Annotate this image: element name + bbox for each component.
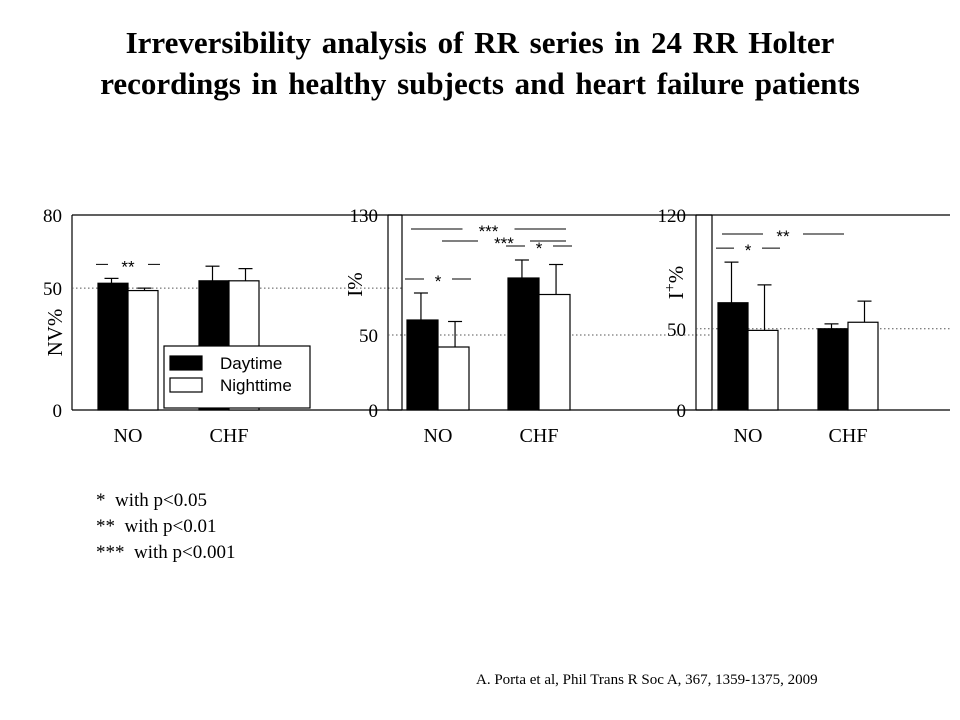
y-axis-label: I+%	[662, 266, 688, 300]
y-tick-label: 50	[667, 320, 686, 341]
bar-no-daytime	[717, 302, 749, 411]
x-tick-label: CHF	[829, 425, 868, 447]
bar-no-nighttime	[127, 289, 159, 411]
title-line-1: Irreversibility analysis of RR series in…	[125, 25, 835, 60]
y-tick-label: 50	[359, 326, 378, 347]
note-p0001: *** with p<0.001	[96, 542, 236, 563]
legend: Daytime Nighttime	[163, 345, 311, 409]
bar-no-daytime	[406, 319, 439, 411]
significance-label: *	[745, 241, 752, 260]
legend-label-nighttime: Nighttime	[220, 376, 292, 395]
slide-title: Irreversibility analysis of RR series in…	[0, 22, 960, 104]
y-tick-label: 120	[658, 206, 687, 227]
x-tick-label: CHF	[210, 425, 249, 447]
legend-swatch-nighttime	[169, 377, 203, 393]
bar-no-daytime	[97, 282, 129, 411]
y-tick-label: 0	[53, 401, 63, 422]
significance-label: **	[121, 257, 135, 276]
citation: A. Porta et al, Phil Trans R Soc A, 367,…	[476, 672, 818, 688]
bar-chf-daytime	[817, 328, 849, 411]
note-p005: * with p<0.05	[96, 490, 207, 511]
significance-label: **	[776, 227, 790, 246]
bar-no-nighttime	[437, 346, 470, 411]
bar-no-nighttime	[747, 329, 779, 411]
chart-panel-1: 0 50 80 NV% NO CHF ** Daytime Nighttime	[43, 206, 403, 447]
bar-chf-nighttime	[538, 293, 571, 411]
y-axis-label: I%	[343, 272, 367, 297]
bar-chf-daytime	[507, 277, 540, 411]
legend-label-daytime: Daytime	[220, 354, 282, 373]
y-tick-label: 0	[677, 401, 687, 422]
y-tick-label: 50	[43, 279, 62, 300]
y-tick-label: 130	[350, 206, 379, 227]
y-axis-label: NV%	[43, 309, 67, 357]
significance-label: *	[536, 239, 543, 258]
x-tick-label: NO	[114, 425, 143, 447]
x-tick-label: NO	[424, 425, 453, 447]
significance-notes: * with p<0.05 ** with p<0.01 *** with p<…	[96, 488, 236, 566]
x-tick-label: NO	[734, 425, 763, 447]
significance-label: ***	[479, 222, 499, 241]
significance-label: *	[435, 272, 442, 291]
title-line-2: recordings in healthy subjects and heart…	[100, 66, 860, 101]
y-tick-label: 80	[43, 206, 62, 227]
y-tick-label: 0	[369, 401, 379, 422]
bar-chf-nighttime	[847, 321, 879, 411]
note-p001: ** with p<0.01	[96, 516, 217, 537]
significance-label: ***	[494, 234, 514, 253]
legend-swatch-daytime	[169, 355, 203, 371]
x-tick-label: CHF	[520, 425, 559, 447]
